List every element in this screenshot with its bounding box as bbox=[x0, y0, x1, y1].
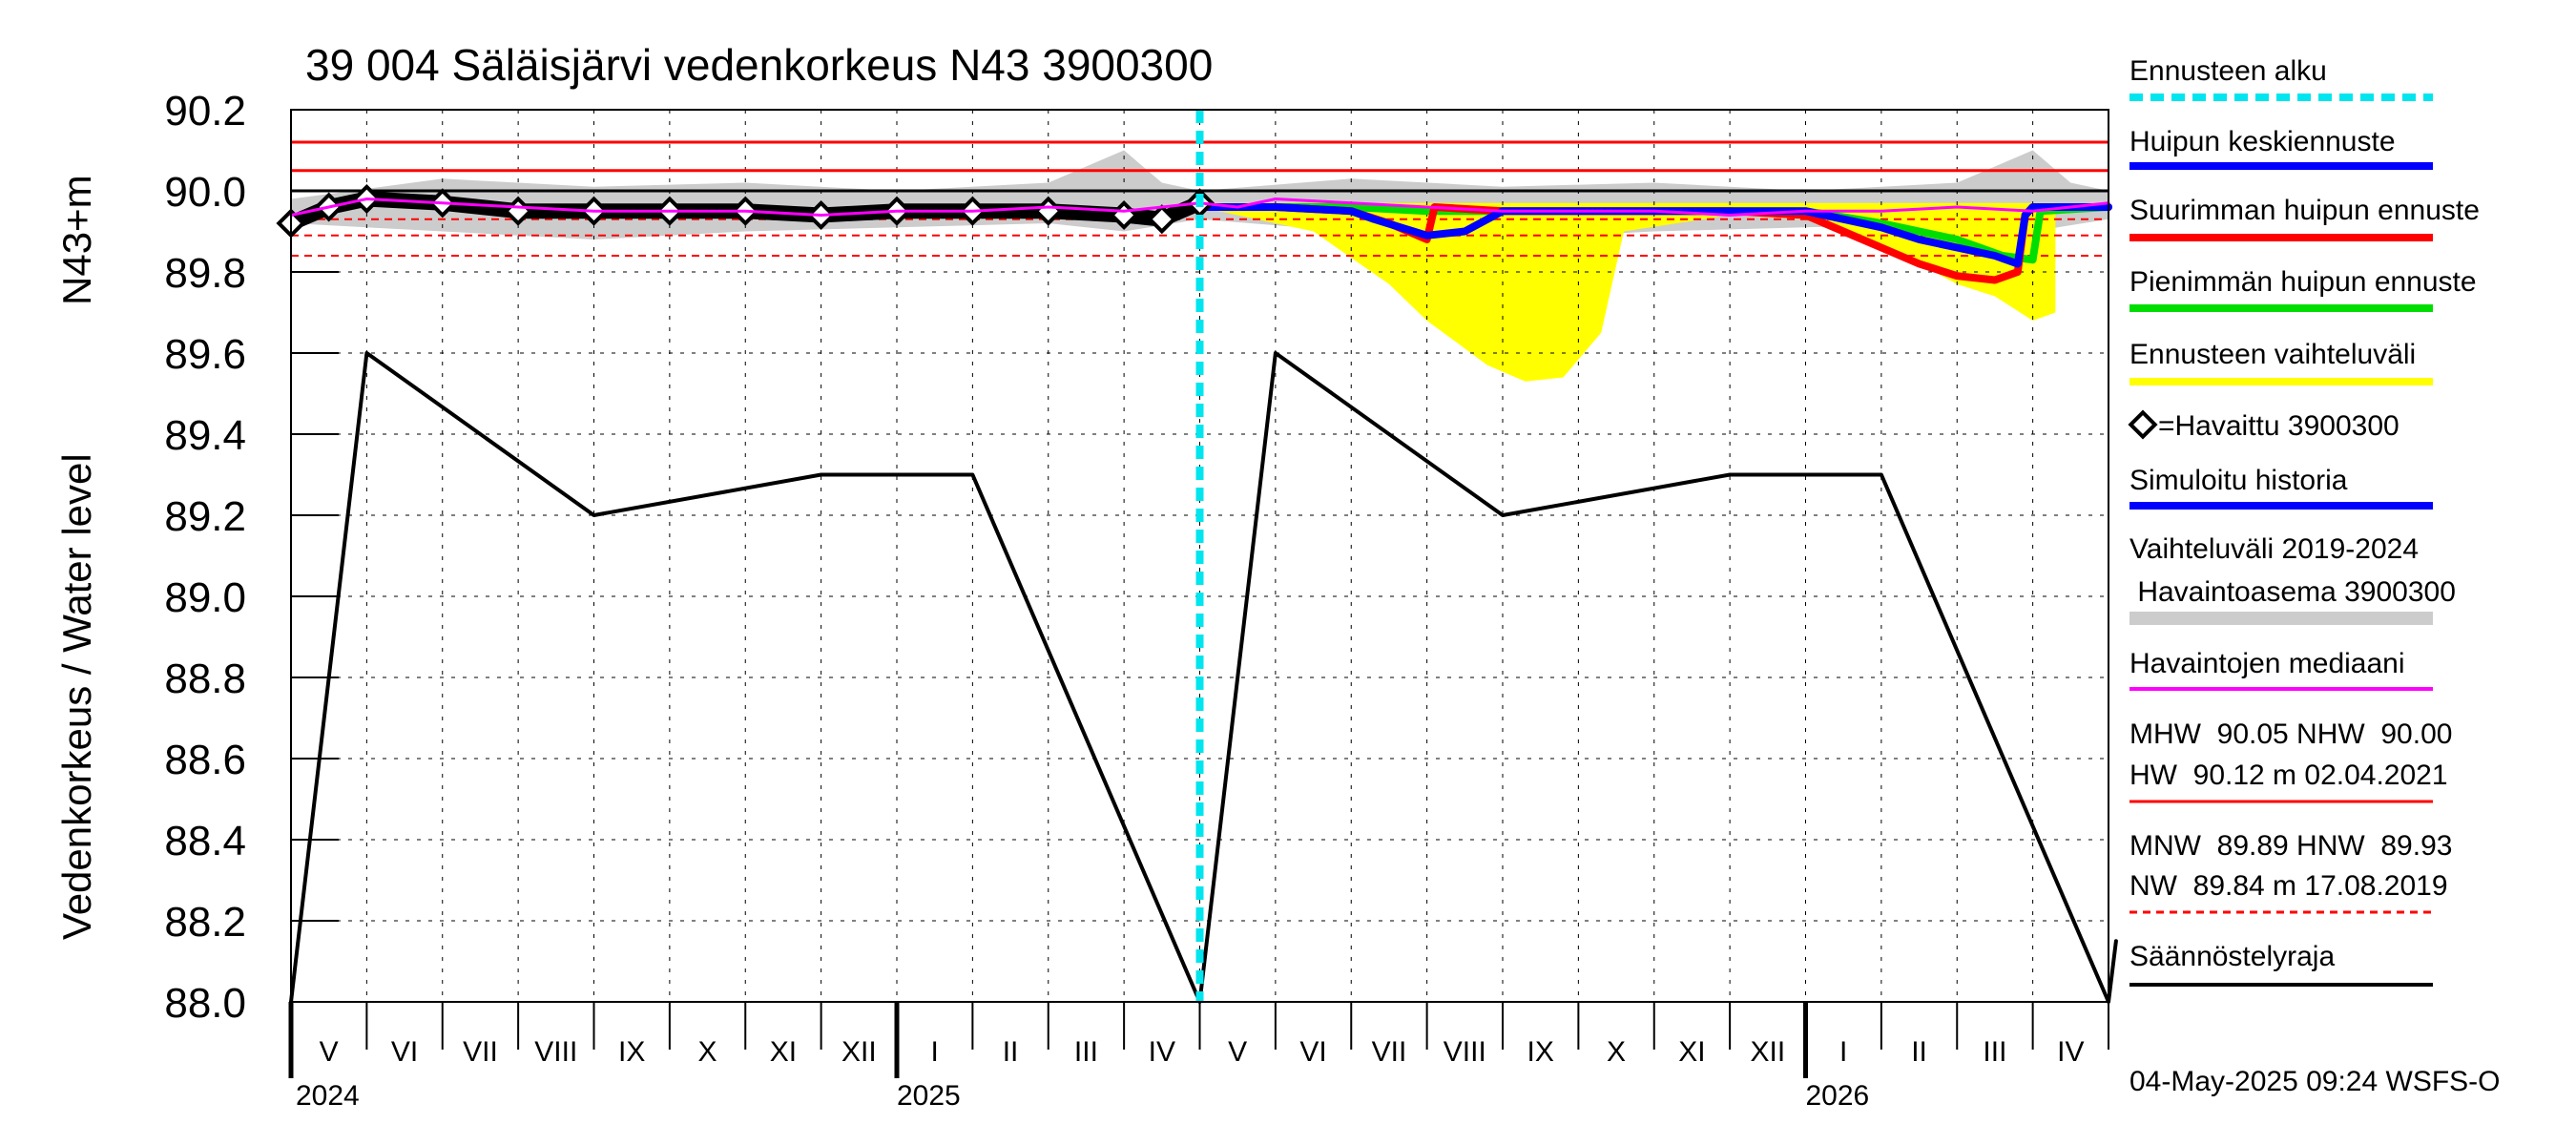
month-label: V bbox=[320, 1036, 339, 1068]
legend-mean-forecast-label: Huipun keskiennuste bbox=[2129, 126, 2396, 157]
y-tick-label: 89.8 bbox=[164, 250, 246, 297]
month-label: XI bbox=[770, 1036, 797, 1068]
observed-point bbox=[503, 196, 533, 226]
chart-title: 39 004 Säläisjärvi vedenkorkeus N43 3900… bbox=[305, 40, 1213, 90]
month-label: IV bbox=[2057, 1036, 2084, 1068]
legend-stats-high-1: MHW 90.05 NHW 90.00 bbox=[2129, 718, 2452, 750]
month-label: IX bbox=[618, 1036, 645, 1068]
legend-simulated-label: Simuloitu historia bbox=[2129, 465, 2348, 496]
month-label: IV bbox=[1149, 1036, 1175, 1068]
legend-stats-low-1: MNW 89.89 HNW 89.93 bbox=[2129, 830, 2452, 862]
month-label: VI bbox=[391, 1036, 418, 1068]
mean-forecast-line bbox=[1195, 203, 2112, 268]
month-label: VII bbox=[1372, 1036, 1407, 1068]
plot-frame bbox=[290, 109, 2109, 1003]
month-label: II bbox=[1003, 1036, 1019, 1068]
footer-timestamp: 04-May-2025 09:24 WSFS-O bbox=[2129, 1066, 2501, 1097]
month-label: I bbox=[1839, 1036, 1847, 1068]
y-axis-label: Vedenkorkeus / Water level bbox=[54, 453, 99, 940]
month-label: XI bbox=[1678, 1036, 1705, 1068]
y-tick-label: 90.2 bbox=[164, 88, 246, 135]
month-label: X bbox=[698, 1036, 717, 1068]
y-tick-label: 88.4 bbox=[164, 818, 246, 864]
observed-point bbox=[1147, 204, 1177, 235]
month-label: V bbox=[1228, 1036, 1247, 1068]
month-label: VIII bbox=[534, 1036, 577, 1068]
month-label: III bbox=[1983, 1036, 2006, 1068]
month-label: VI bbox=[1299, 1036, 1326, 1068]
legend-observed-marker bbox=[2128, 409, 2158, 440]
month-label: IX bbox=[1527, 1036, 1554, 1068]
y-axis-unit: N43+m bbox=[54, 175, 99, 305]
legend-history-range-label-2: Havaintoasema 3900300 bbox=[2129, 576, 2456, 608]
observed-point bbox=[1033, 196, 1064, 226]
month-label: II bbox=[1911, 1036, 1927, 1068]
y-tick-label: 89.4 bbox=[164, 412, 246, 459]
y-tick-label: 88.2 bbox=[164, 899, 246, 946]
month-label: X bbox=[1607, 1036, 1626, 1068]
y-tick-label: 88.6 bbox=[164, 737, 246, 783]
month-label: I bbox=[931, 1036, 939, 1068]
legend-min-forecast-label: Pienimmän huipun ennuste bbox=[2129, 266, 2477, 298]
y-tick-label: 89.2 bbox=[164, 493, 246, 540]
year-label: 2024 bbox=[296, 1080, 360, 1112]
y-tick-label: 88.0 bbox=[164, 980, 246, 1027]
legend-forecast-range-label: Ennusteen vaihteluväli bbox=[2129, 339, 2416, 370]
legend-history-range-label-1: Vaihteluväli 2019-2024 bbox=[2129, 533, 2419, 565]
legend-stats-low-2: NW 89.84 m 17.08.2019 bbox=[2129, 870, 2448, 902]
legend-max-forecast-label: Suurimman huipun ennuste bbox=[2129, 195, 2480, 226]
observed-marker bbox=[1147, 204, 1177, 235]
year-label: 2026 bbox=[1806, 1080, 1870, 1112]
regulation-limit-line bbox=[289, 351, 2118, 1004]
legend-regulation-label: Säännöstelyraja bbox=[2129, 941, 2335, 972]
legend-stats-high-2: HW 90.12 m 02.04.2021 bbox=[2129, 760, 2448, 791]
y-tick-label: 90.0 bbox=[164, 169, 246, 216]
legend-forecast-start-label: Ennusteen alku bbox=[2129, 55, 2327, 87]
forecast-range-band bbox=[1199, 202, 2056, 382]
month-label: XII bbox=[1750, 1036, 1785, 1068]
month-label: VII bbox=[463, 1036, 498, 1068]
year-label: 2025 bbox=[897, 1080, 961, 1112]
legend-median-label: Havaintojen mediaani bbox=[2129, 648, 2405, 679]
observed-marker bbox=[503, 196, 533, 226]
month-label: III bbox=[1074, 1036, 1098, 1068]
legend-observed-label: =Havaittu 3900300 bbox=[2158, 410, 2399, 442]
observed-marker bbox=[1033, 196, 1064, 226]
legend: Ennusteen alku Huipun keskiennuste Suuri… bbox=[2128, 55, 2480, 987]
y-tick-label: 88.8 bbox=[164, 656, 246, 702]
y-tick-label: 89.6 bbox=[164, 331, 246, 378]
month-label: XII bbox=[841, 1036, 877, 1068]
y-tick-label: 89.0 bbox=[164, 574, 246, 621]
month-label: VIII bbox=[1444, 1036, 1486, 1068]
